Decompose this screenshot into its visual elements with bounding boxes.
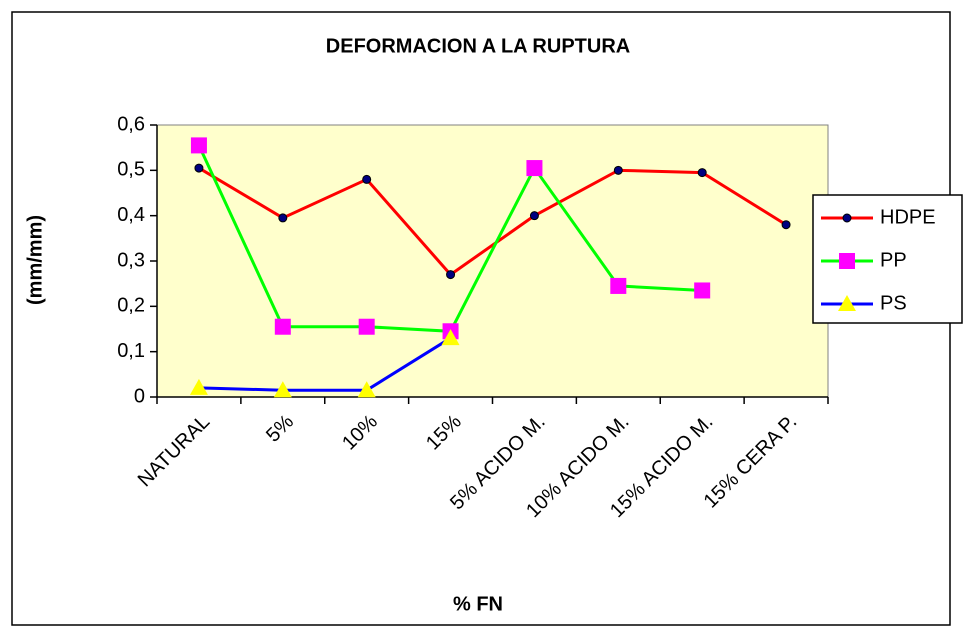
point (842, 213, 852, 223)
y-tick-label: 0,5 (117, 159, 145, 181)
point (358, 318, 375, 335)
point (194, 163, 204, 173)
point (694, 282, 711, 299)
point (526, 160, 543, 177)
legend-label: PP (880, 249, 907, 271)
chart-title: DEFORMACION A LA RUPTURA (326, 35, 630, 57)
legend-box (812, 194, 963, 324)
y-axis-label: (mm/mm) (24, 215, 46, 305)
point (839, 253, 855, 269)
y-tick-label: 0,1 (117, 340, 145, 362)
point (357, 381, 376, 398)
y-tick-label: 0,3 (117, 249, 145, 271)
legend-label: HDPE (880, 206, 936, 228)
point (529, 211, 539, 221)
y-tick-label: 0,6 (117, 113, 145, 135)
point (189, 378, 208, 395)
point (610, 277, 627, 294)
y-tick-label: 0,4 (117, 204, 145, 226)
series-line (198, 166, 787, 277)
point (274, 318, 291, 335)
plot-area (156, 124, 829, 398)
legend-label: PS (880, 292, 907, 314)
point (441, 329, 460, 346)
y-tick-label: 0 (134, 385, 145, 407)
series-line (198, 336, 452, 392)
point (190, 137, 207, 154)
point (362, 174, 372, 184)
point (613, 165, 623, 175)
point (697, 168, 707, 178)
y-tick-label: 0,2 (117, 295, 145, 317)
point (273, 381, 292, 398)
point (838, 295, 856, 311)
point (781, 220, 791, 230)
legend: HDPE PP PS (812, 194, 963, 324)
point (278, 213, 288, 223)
x-axis-label: % FN (453, 593, 503, 615)
point (446, 270, 456, 280)
